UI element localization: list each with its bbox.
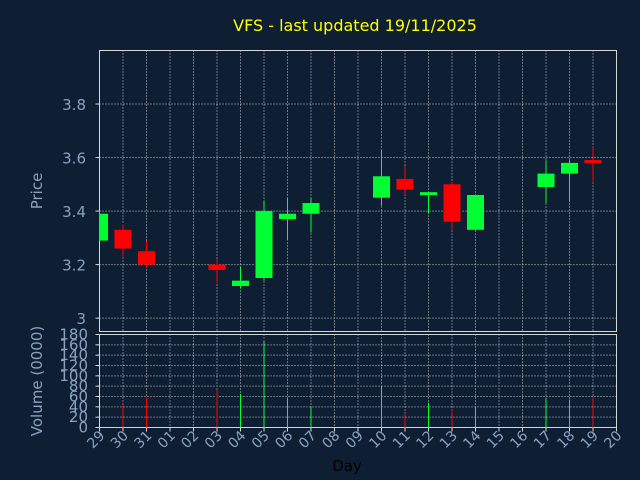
volume-tick-label: 20 (69, 408, 88, 426)
x-tick-label: 10 (366, 428, 390, 452)
candle-body (279, 213, 296, 220)
volume-tick-label: 160 (59, 336, 88, 354)
price-tick-label: 3.6 (62, 150, 86, 168)
candle-body (232, 280, 249, 287)
candle-body (208, 264, 226, 270)
volume-tick-label: 40 (69, 398, 88, 416)
x-tick-label: 09 (343, 428, 367, 452)
volume-tick-label: 180 (59, 326, 88, 344)
x-tick-label: 18 (554, 428, 578, 452)
price-tick-label: 3 (76, 310, 86, 328)
x-tick-label: 02 (178, 428, 202, 452)
volume-tick-label: 0 (78, 419, 88, 437)
price-tick-label: 3.2 (62, 257, 86, 275)
candle (114, 224, 132, 257)
candle (255, 200, 273, 281)
candle (279, 197, 296, 241)
candle (537, 160, 555, 204)
x-tick-label: 12 (413, 428, 437, 452)
x-tick-label: 16 (507, 428, 531, 452)
volume-tick-label: 100 (59, 367, 88, 385)
candle-body (561, 162, 578, 174)
x-tick-label: 07 (296, 428, 320, 452)
volume-tick-label: 140 (59, 346, 88, 364)
volume-tick-label: 60 (69, 388, 88, 406)
candle-body (420, 192, 437, 196)
candles (99, 146, 602, 289)
price-axis-label: Price (28, 173, 46, 210)
x-tick-label: 15 (484, 428, 508, 452)
candle (584, 146, 602, 182)
chart-title: VFS - last updated 19/11/2025 (233, 16, 477, 35)
candle (373, 149, 390, 206)
candle (443, 181, 461, 230)
x-ticks: 29 30 31 01 02 03 04 05 06 07 08 09 10 11 12 13 14 15 16 17… (84, 427, 625, 452)
candle (467, 195, 484, 230)
candle (561, 160, 578, 201)
volume-grid (99, 334, 617, 428)
price-y-ticks: 3 3.2 3.4 3.6 3.8 (62, 96, 100, 328)
volume-tick-label: 120 (59, 357, 88, 375)
x-tick-label: 19 (578, 428, 602, 452)
x-tick-label: 01 (155, 428, 179, 452)
x-tick-label: 08 (319, 428, 343, 452)
price-tick-label: 3.8 (62, 96, 86, 114)
x-tick-label: 06 (272, 428, 296, 452)
x-tick-label: 17 (531, 428, 555, 452)
candle-body (302, 203, 320, 214)
candle (99, 211, 108, 241)
x-tick-label: 11 (390, 428, 414, 452)
candle-body (537, 173, 555, 187)
candle-body (467, 195, 484, 230)
candle-body (255, 211, 273, 278)
candle (138, 240, 155, 268)
x-tick-label: 13 (437, 428, 461, 452)
candle-body (138, 251, 155, 265)
x-tick-label: 14 (460, 428, 484, 452)
candle (302, 197, 320, 233)
x-tick-label: 04 (225, 428, 249, 452)
x-tick-label: 05 (249, 428, 273, 452)
price-panel: 3 3.2 3.4 3.6 3.8 Price (28, 50, 617, 332)
x-tick-label: 20 (601, 428, 625, 452)
candle-body (443, 184, 461, 222)
candle-body (114, 229, 132, 249)
price-grid (99, 50, 617, 332)
candle-body (99, 213, 108, 241)
candle (420, 192, 437, 214)
x-axis-label: Day (332, 457, 362, 475)
price-tick-label: 3.4 (62, 203, 86, 221)
x-tick-label: 31 (131, 428, 155, 452)
candle-body (373, 176, 390, 198)
volume-axis-label: Volume (0000) (28, 326, 46, 436)
volume-tick-label: 80 (69, 377, 88, 395)
candle (396, 165, 414, 196)
candle-body (396, 178, 414, 190)
x-tick-label: 30 (108, 428, 132, 452)
volume-bars (122, 340, 594, 428)
candle-body (584, 160, 602, 164)
volume-plot-frame (99, 334, 617, 428)
x-tick-label: 03 (202, 428, 226, 452)
candle (208, 259, 226, 284)
candle (232, 267, 249, 289)
